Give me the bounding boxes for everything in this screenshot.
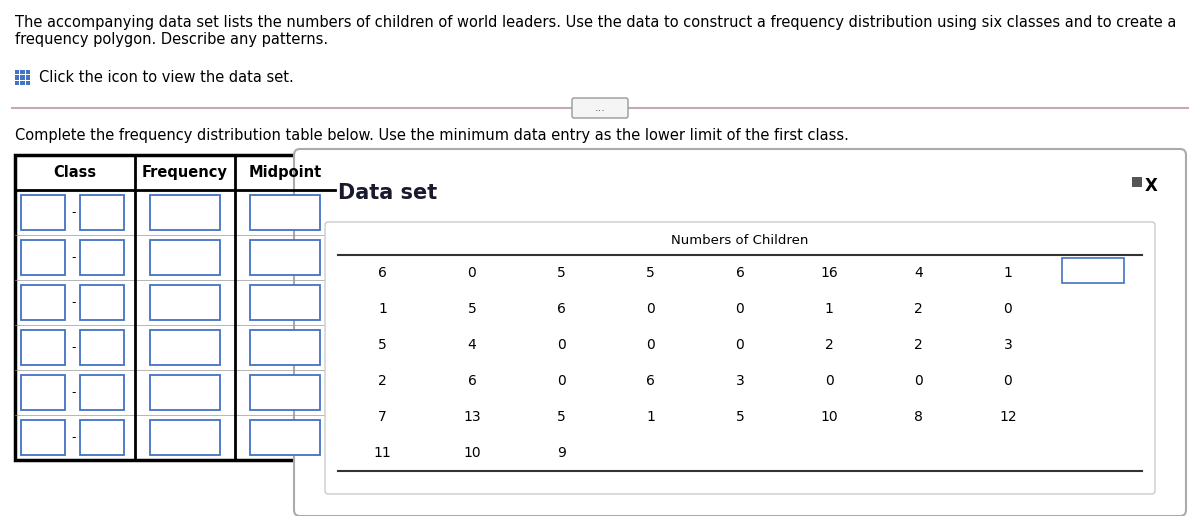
- Text: -: -: [71, 431, 76, 444]
- Text: Numbers of Children: Numbers of Children: [671, 234, 809, 247]
- Text: Data set: Data set: [338, 183, 437, 203]
- Text: 1: 1: [378, 302, 388, 316]
- Bar: [150, 330, 220, 365]
- Text: -: -: [71, 251, 76, 264]
- Bar: [1132, 177, 1142, 187]
- Bar: [25, 80, 30, 85]
- Bar: [1062, 258, 1124, 283]
- Bar: [250, 240, 320, 275]
- Bar: [250, 375, 320, 410]
- Bar: [22, 195, 65, 230]
- Text: Class: Class: [54, 165, 96, 180]
- Text: 0: 0: [824, 374, 834, 388]
- Text: 11: 11: [373, 446, 391, 460]
- Bar: [150, 375, 220, 410]
- Text: 5: 5: [736, 410, 744, 424]
- Text: 12: 12: [1000, 410, 1016, 424]
- Bar: [14, 75, 19, 79]
- Bar: [250, 330, 320, 365]
- Bar: [22, 330, 65, 365]
- Text: 6: 6: [736, 266, 744, 280]
- Text: 6: 6: [378, 266, 388, 280]
- Text: 0: 0: [647, 302, 655, 316]
- Bar: [250, 285, 320, 320]
- Text: 5: 5: [468, 302, 476, 316]
- Text: -: -: [71, 386, 76, 399]
- Text: ...: ...: [594, 103, 606, 113]
- Text: 4: 4: [468, 338, 476, 352]
- Text: 10: 10: [821, 410, 838, 424]
- Bar: [22, 420, 65, 455]
- Bar: [14, 70, 19, 74]
- Text: 3: 3: [736, 374, 744, 388]
- Bar: [22, 375, 65, 410]
- Text: 5: 5: [378, 338, 388, 352]
- Text: 5: 5: [647, 266, 655, 280]
- Text: 5: 5: [557, 266, 565, 280]
- Bar: [80, 240, 124, 275]
- FancyBboxPatch shape: [572, 98, 628, 118]
- Text: 0: 0: [557, 338, 565, 352]
- Bar: [150, 240, 220, 275]
- FancyBboxPatch shape: [325, 222, 1154, 494]
- Text: X: X: [1145, 177, 1158, 195]
- Text: Click the icon to view the data set.: Click the icon to view the data set.: [38, 71, 294, 86]
- Text: 7: 7: [378, 410, 388, 424]
- Text: 5: 5: [557, 410, 565, 424]
- Text: Complete the frequency distribution table below. Use the minimum data entry as t: Complete the frequency distribution tabl…: [14, 128, 848, 143]
- Bar: [80, 285, 124, 320]
- Text: The accompanying data set lists the numbers of children of world leaders. Use th: The accompanying data set lists the numb…: [14, 15, 1176, 30]
- Text: 3: 3: [1003, 338, 1013, 352]
- Text: 0: 0: [1003, 374, 1013, 388]
- Text: 0: 0: [736, 302, 744, 316]
- Text: -: -: [71, 206, 76, 219]
- Text: 6: 6: [557, 302, 565, 316]
- Text: 0: 0: [468, 266, 476, 280]
- Text: 2: 2: [914, 338, 923, 352]
- Bar: [20, 80, 25, 85]
- Text: 6: 6: [468, 374, 476, 388]
- Text: 4: 4: [914, 266, 923, 280]
- Bar: [22, 285, 65, 320]
- Text: 16: 16: [821, 266, 839, 280]
- Bar: [80, 195, 124, 230]
- Bar: [150, 195, 220, 230]
- Text: 13: 13: [463, 410, 481, 424]
- Text: 0: 0: [1003, 302, 1013, 316]
- Bar: [80, 330, 124, 365]
- Text: 1: 1: [824, 302, 834, 316]
- Bar: [22, 240, 65, 275]
- Text: -: -: [71, 341, 76, 354]
- Text: 1: 1: [647, 410, 655, 424]
- Text: 10: 10: [463, 446, 481, 460]
- Text: 0: 0: [914, 374, 923, 388]
- Bar: [80, 375, 124, 410]
- Text: 0: 0: [647, 338, 655, 352]
- Text: 0: 0: [557, 374, 565, 388]
- Bar: [250, 195, 320, 230]
- Bar: [25, 70, 30, 74]
- Bar: [150, 420, 220, 455]
- Text: 2: 2: [914, 302, 923, 316]
- Bar: [250, 420, 320, 455]
- Bar: [14, 80, 19, 85]
- Text: 8: 8: [914, 410, 923, 424]
- Text: -: -: [71, 296, 76, 309]
- FancyBboxPatch shape: [294, 149, 1186, 516]
- Text: Frequency: Frequency: [142, 165, 228, 180]
- Text: 6: 6: [647, 374, 655, 388]
- Bar: [14, 155, 335, 460]
- Text: Midpoint: Midpoint: [248, 165, 322, 180]
- Bar: [80, 420, 124, 455]
- Text: 2: 2: [378, 374, 388, 388]
- Text: 2: 2: [824, 338, 834, 352]
- Bar: [25, 75, 30, 79]
- Bar: [150, 285, 220, 320]
- Bar: [20, 70, 25, 74]
- Text: 9: 9: [557, 446, 565, 460]
- Text: frequency polygon. Describe any patterns.: frequency polygon. Describe any patterns…: [14, 32, 328, 47]
- Bar: [20, 75, 25, 79]
- Text: 0: 0: [736, 338, 744, 352]
- Text: 1: 1: [1003, 266, 1013, 280]
